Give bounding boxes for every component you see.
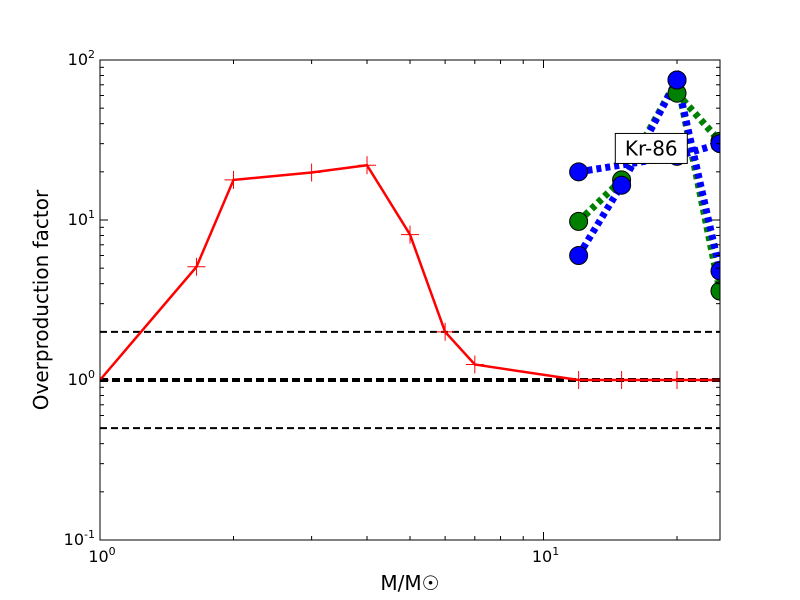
annotation-box: [614, 132, 688, 164]
data-point: [569, 211, 589, 231]
data-point: [710, 261, 720, 281]
data-point: [710, 281, 720, 301]
y-tick-label: 10-1: [64, 528, 95, 549]
data-point: [187, 257, 206, 276]
x-tick-label: 100: [88, 545, 115, 566]
x-axis-ticks: 100 101: [88, 60, 678, 566]
data-point: [668, 371, 687, 389]
data-point: [401, 225, 419, 244]
series-line: [575, 69, 720, 272]
data-point: [465, 355, 484, 374]
data-point: [667, 70, 687, 90]
data-point: [612, 175, 632, 195]
annotations: Kr-86: [614, 132, 688, 164]
x-axis-label: M/M☉: [380, 571, 439, 595]
series-line: [674, 90, 720, 144]
plot-background: [100, 60, 720, 540]
data-point: [224, 170, 243, 189]
y-tick-label: 101: [68, 208, 95, 229]
y-axis-ticks: 10-1 100 101 102: [64, 48, 720, 549]
data-point: [612, 371, 631, 389]
data-point: [358, 156, 377, 175]
series-line: [100, 163, 720, 382]
data-point: [569, 245, 589, 265]
y-tick-label: 100: [68, 368, 95, 389]
data-point: [569, 162, 589, 182]
y-axis-label: Overproduction factor: [29, 189, 53, 410]
data-point: [569, 371, 588, 389]
annotation-label: Kr-86: [625, 136, 678, 160]
data-point: [710, 134, 720, 154]
x-tick-label: 101: [532, 545, 559, 566]
y-tick-label: 102: [68, 48, 95, 69]
data-point: [302, 163, 321, 182]
data-point: [436, 322, 455, 341]
